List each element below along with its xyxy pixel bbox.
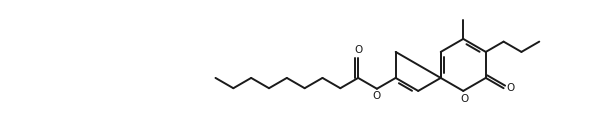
- Text: O: O: [460, 93, 468, 103]
- Text: O: O: [507, 83, 515, 93]
- Text: O: O: [372, 91, 380, 101]
- Text: O: O: [354, 45, 362, 55]
